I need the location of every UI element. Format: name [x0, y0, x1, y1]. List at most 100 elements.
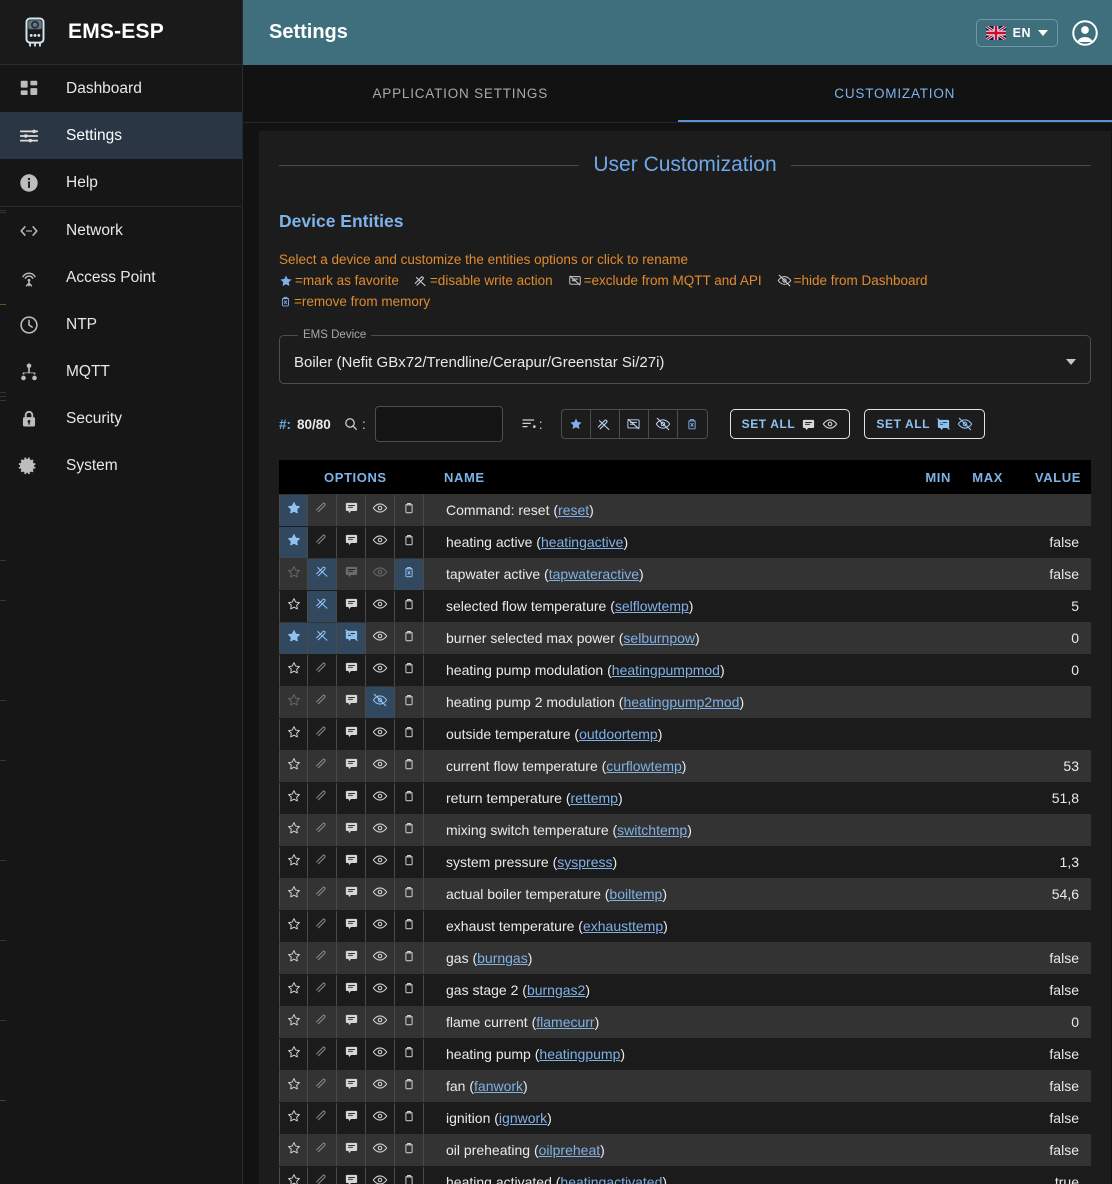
- delete-toggle[interactable]: [395, 974, 424, 1006]
- table-row[interactable]: actual boiler temperature (boiltemp) 54,…: [279, 878, 1091, 910]
- entity-key-link[interactable]: selflowtemp: [614, 598, 689, 614]
- table-row[interactable]: fan (fanwork) false: [279, 1070, 1091, 1102]
- visibility-toggle[interactable]: [366, 750, 395, 782]
- favorite-toggle[interactable]: [279, 622, 308, 654]
- delete-toggle[interactable]: [395, 494, 424, 526]
- entity-name-cell[interactable]: burner selected max power (selburnpow): [446, 630, 700, 646]
- visibility-toggle[interactable]: [366, 974, 395, 1006]
- entity-name-cell[interactable]: mixing switch temperature (switchtemp): [446, 822, 692, 838]
- entity-key-link[interactable]: oilpreheat: [538, 1142, 601, 1158]
- write-toggle[interactable]: [308, 526, 337, 558]
- entity-name-cell[interactable]: heating pump 2 modulation (heatingpump2m…: [446, 694, 745, 710]
- entity-name-cell[interactable]: Command: reset (reset): [446, 502, 594, 518]
- table-row[interactable]: oil preheating (oilpreheat) false: [279, 1134, 1091, 1166]
- visibility-toggle[interactable]: [366, 814, 395, 846]
- table-row[interactable]: heating pump modulation (heatingpumpmod)…: [279, 654, 1091, 686]
- favorite-toggle[interactable]: [279, 974, 308, 1006]
- visibility-toggle[interactable]: [366, 494, 395, 526]
- favorite-toggle[interactable]: [279, 1166, 308, 1184]
- table-row[interactable]: gas stage 2 (burngas2) false: [279, 974, 1091, 1006]
- visibility-toggle[interactable]: [366, 1102, 395, 1134]
- entity-name-cell[interactable]: selected flow temperature (selflowtemp): [446, 598, 694, 614]
- api-toggle[interactable]: [337, 878, 366, 910]
- write-toggle[interactable]: [308, 1006, 337, 1038]
- table-row[interactable]: heating pump (heatingpump) false: [279, 1038, 1091, 1070]
- api-toggle[interactable]: [337, 558, 366, 590]
- api-toggle[interactable]: [337, 910, 366, 942]
- write-toggle[interactable]: [308, 558, 337, 590]
- write-toggle[interactable]: [308, 654, 337, 686]
- favorite-toggle[interactable]: [279, 1006, 308, 1038]
- table-row[interactable]: flame current (flamecurr) 0: [279, 1006, 1091, 1038]
- visibility-toggle[interactable]: [366, 1006, 395, 1038]
- entity-key-link[interactable]: fanwork: [474, 1078, 524, 1094]
- table-row[interactable]: Command: reset (reset): [279, 494, 1091, 526]
- api-toggle[interactable]: [337, 1166, 366, 1184]
- entity-name-cell[interactable]: fan (fanwork): [446, 1078, 528, 1094]
- favorite-toggle[interactable]: [279, 686, 308, 718]
- delete-toggle[interactable]: [395, 1070, 424, 1102]
- write-toggle[interactable]: [308, 1070, 337, 1102]
- table-row[interactable]: exhaust temperature (exhausttemp): [279, 910, 1091, 942]
- delete-toggle[interactable]: [395, 590, 424, 622]
- write-toggle[interactable]: [308, 782, 337, 814]
- write-toggle[interactable]: [308, 750, 337, 782]
- brand-header[interactable]: EMS-ESP: [0, 0, 242, 65]
- entity-name-cell[interactable]: heating pump modulation (heatingpumpmod): [446, 662, 725, 678]
- tab-application-settings[interactable]: APPLICATION SETTINGS: [372, 86, 549, 101]
- write-toggle[interactable]: [308, 942, 337, 974]
- entity-key-link[interactable]: heatingactivated: [560, 1174, 663, 1184]
- entity-key-link[interactable]: exhausttemp: [582, 918, 664, 934]
- search-input[interactable]: [374, 406, 503, 442]
- visibility-toggle[interactable]: [366, 1070, 395, 1102]
- entity-key-link[interactable]: boiltemp: [609, 886, 663, 902]
- api-toggle[interactable]: [337, 942, 366, 974]
- sidebar-item-ntp[interactable]: NTP: [0, 301, 242, 348]
- delete-toggle[interactable]: [395, 942, 424, 974]
- delete-toggle[interactable]: [395, 750, 424, 782]
- write-toggle[interactable]: [308, 494, 337, 526]
- write-toggle[interactable]: [308, 814, 337, 846]
- sidebar-item-network[interactable]: Network: [0, 207, 242, 254]
- set-all-show-button[interactable]: SET ALL: [729, 409, 851, 439]
- delete-toggle[interactable]: [395, 622, 424, 654]
- table-row[interactable]: burner selected max power (selburnpow) 0: [279, 622, 1091, 654]
- entity-name-cell[interactable]: oil preheating (oilpreheat): [446, 1142, 605, 1158]
- table-row[interactable]: gas (burngas) false: [279, 942, 1091, 974]
- table-row[interactable]: tapwater active (tapwateractive) false: [279, 558, 1091, 590]
- table-row[interactable]: current flow temperature (curflowtemp) 5…: [279, 750, 1091, 782]
- api-toggle[interactable]: [337, 1102, 366, 1134]
- api-toggle[interactable]: [337, 846, 366, 878]
- entity-key-link[interactable]: heatingpumpmod: [611, 662, 720, 678]
- api-toggle[interactable]: [337, 590, 366, 622]
- ems-device-select[interactable]: EMS Device Boiler (Nefit GBx72/Trendline…: [279, 329, 1091, 384]
- api-toggle[interactable]: [337, 1038, 366, 1070]
- api-toggle[interactable]: [337, 1070, 366, 1102]
- api-toggle[interactable]: [337, 494, 366, 526]
- api-toggle[interactable]: [337, 654, 366, 686]
- table-row[interactable]: selected flow temperature (selflowtemp) …: [279, 590, 1091, 622]
- favorite-toggle[interactable]: [279, 1102, 308, 1134]
- entity-name-cell[interactable]: gas stage 2 (burngas2): [446, 982, 590, 998]
- table-row[interactable]: return temperature (rettemp) 51,8: [279, 782, 1091, 814]
- visibility-toggle[interactable]: [366, 878, 395, 910]
- favorite-toggle[interactable]: [279, 494, 308, 526]
- favorite-toggle[interactable]: [279, 1038, 308, 1070]
- visibility-toggle[interactable]: [366, 1038, 395, 1070]
- table-row[interactable]: mixing switch temperature (switchtemp): [279, 814, 1091, 846]
- entity-name-cell[interactable]: actual boiler temperature (boiltemp): [446, 886, 668, 902]
- favorite-toggle[interactable]: [279, 1134, 308, 1166]
- write-toggle[interactable]: [308, 878, 337, 910]
- write-toggle[interactable]: [308, 1166, 337, 1184]
- entity-name-cell[interactable]: outside temperature (outdoortemp): [446, 726, 663, 742]
- filter-deleted-toggle[interactable]: [678, 410, 707, 438]
- favorite-toggle[interactable]: [279, 654, 308, 686]
- entity-name-cell[interactable]: current flow temperature (curflowtemp): [446, 758, 687, 774]
- delete-toggle[interactable]: [395, 526, 424, 558]
- entity-key-link[interactable]: burngas: [477, 950, 528, 966]
- write-toggle[interactable]: [308, 1038, 337, 1070]
- visibility-toggle[interactable]: [366, 846, 395, 878]
- delete-toggle[interactable]: [395, 782, 424, 814]
- favorite-toggle[interactable]: [279, 910, 308, 942]
- tab-customization[interactable]: CUSTOMIZATION: [677, 65, 1112, 122]
